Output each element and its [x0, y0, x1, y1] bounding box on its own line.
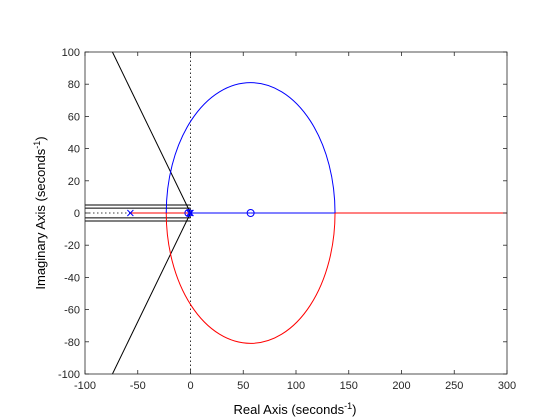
zero-marker — [246, 209, 255, 217]
y-tick-label: 80 — [68, 79, 80, 91]
y-tick-label: 100 — [62, 47, 80, 59]
pole-marker — [187, 209, 194, 217]
y-tick-label: -80 — [64, 337, 80, 349]
y-tick-label: -60 — [64, 305, 80, 317]
locus-branch-lower — [165, 212, 336, 344]
tick-labels: -100 -50 0 50 100 150 200 250 300-100-80-60-40-2… — [58, 47, 516, 392]
y-tick-label: 40 — [68, 144, 80, 156]
y-tick-label: -100 — [58, 369, 80, 381]
x-tick-label: 0 — [187, 380, 193, 392]
x-tick-label: -100 — [74, 380, 96, 392]
y-axis-label: Imaginary Axis (seconds-1) — [32, 136, 48, 289]
y-tick-label: -20 — [64, 240, 80, 252]
locus-branch-upper — [165, 82, 336, 214]
x-axis-label: Real Axis (seconds-1) — [234, 401, 357, 417]
x-tick-label: 250 — [445, 380, 463, 392]
x-tick-label: 200 — [392, 380, 410, 392]
x-tick-label: 300 — [498, 380, 516, 392]
pole-marker — [127, 209, 134, 217]
y-tick-label: 20 — [68, 176, 80, 188]
damping-line — [111, 212, 191, 375]
zero-marker — [184, 209, 193, 217]
x-tick-label: -50 — [130, 380, 146, 392]
damping-line — [111, 51, 191, 214]
x-tick-label: 100 — [287, 380, 305, 392]
y-tick-label: 60 — [68, 111, 80, 123]
y-tick-label: -40 — [64, 272, 80, 284]
x-tick-label: 150 — [340, 380, 358, 392]
plot-area — [84, 51, 508, 375]
x-tick-label: 50 — [237, 380, 249, 392]
y-tick-label: 0 — [74, 208, 80, 220]
